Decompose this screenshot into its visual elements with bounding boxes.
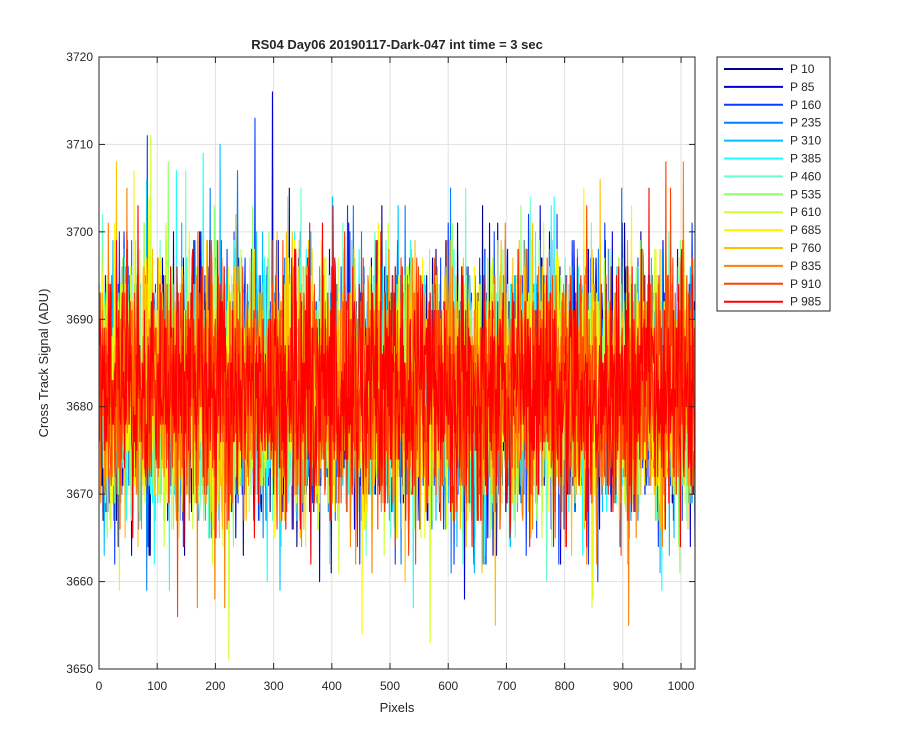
x-axis-label: Pixels (380, 700, 415, 715)
legend-label: P 310 (790, 134, 821, 148)
x-tick-label: 800 (555, 679, 575, 693)
legend-item: P 760 (724, 241, 821, 255)
legend-label: P 760 (790, 241, 821, 255)
legend-box (716, 56, 831, 312)
legend-label: P 835 (790, 259, 821, 273)
legend-item: P 610 (724, 205, 821, 219)
y-tick-label: 3700 (66, 225, 93, 239)
y-tick-label: 3670 (66, 487, 93, 501)
x-tick-label: 200 (205, 679, 225, 693)
legend-item: P 385 (724, 152, 821, 166)
legend-item: P 10 (724, 62, 815, 76)
y-axis-label: Cross Track Signal (ADU) (36, 289, 51, 438)
y-tick-label: 3720 (66, 50, 93, 64)
legend-item: P 535 (724, 187, 821, 201)
legend-label: P 910 (790, 277, 821, 291)
x-tick-label: 1000 (668, 679, 695, 693)
legend-item: P 835 (724, 259, 821, 273)
legend-label: P 85 (790, 80, 815, 94)
legend-item: P 910 (724, 277, 821, 291)
legend: P 10 P 85 P 160 P 235 P 310 P 385 P 460 P 535 P … (716, 56, 831, 312)
legend-item: P 235 (724, 116, 821, 130)
y-tick-label: 3680 (66, 400, 93, 414)
y-tick-label: 3650 (66, 662, 93, 676)
x-tick-label: 0 (96, 679, 103, 693)
y-tick-label: 3660 (66, 575, 93, 589)
y-tick-label: 3690 (66, 312, 93, 326)
plot-frame (98, 56, 696, 670)
tick-layer: 0 100 200 300 400 500 600 700 800 900 1000 3650 3660… (66, 50, 695, 693)
chart-title: RS04 Day06 20190117-Dark-047 int time = … (251, 37, 543, 52)
legend-item: P 685 (724, 223, 821, 237)
legend-label: P 685 (790, 223, 821, 237)
series-line-p985 (99, 187, 696, 565)
legend-item: P 985 (724, 295, 821, 309)
x-tick-label: 900 (613, 679, 633, 693)
legend-items: P 10 P 85 P 160 P 235 P 310 P 385 P 460 P 535 P … (724, 62, 821, 309)
legend-item: P 85 (724, 80, 815, 94)
legend-item: P 310 (724, 134, 821, 148)
legend-item: P 460 (724, 169, 821, 183)
legend-label: P 10 (790, 62, 815, 76)
legend-label: P 460 (790, 169, 821, 183)
x-tick-label: 100 (147, 679, 167, 693)
legend-label: P 535 (790, 187, 821, 201)
x-tick-label: 700 (496, 679, 516, 693)
x-tick-label: 500 (380, 679, 400, 693)
x-tick-label: 300 (264, 679, 284, 693)
y-tick-label: 3710 (66, 137, 93, 151)
legend-label: P 610 (790, 205, 821, 219)
x-tick-label: 600 (438, 679, 458, 693)
x-tick-label: 400 (322, 679, 342, 693)
series-layer (99, 91, 696, 661)
legend-item: P 160 (724, 98, 821, 112)
legend-label: P 160 (790, 98, 821, 112)
legend-label: P 235 (790, 116, 821, 130)
legend-label: P 985 (790, 295, 821, 309)
legend-label: P 385 (790, 152, 821, 166)
